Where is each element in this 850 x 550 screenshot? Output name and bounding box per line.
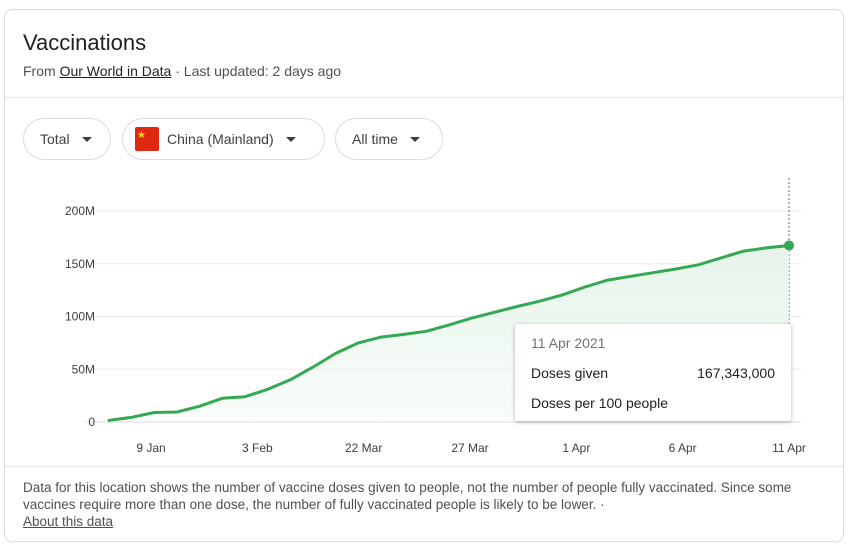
x-tick-label: 1 Apr [562,441,590,455]
card-subtitle: From Our World in Data · Last updated: 2… [23,63,341,79]
footer-separator: · [600,497,605,512]
chevron-down-icon [81,136,92,142]
y-tick-label: 200M [65,204,95,218]
about-data-link[interactable]: About this data [23,514,114,529]
chevron-down-icon [409,136,420,142]
y-tick-label: 100M [65,310,95,324]
x-tick-label: 6 Apr [669,441,697,455]
x-tick-label: 9 Jan [136,441,165,455]
header-divider [5,97,843,98]
chevron-down-icon [285,136,296,142]
metric-dropdown[interactable]: Total [23,118,111,160]
tooltip-doses-value: 167,343,000 [697,365,775,381]
location-dropdown-label: China (Mainland) [167,131,274,147]
vaccinations-card: Vaccinations From Our World in Data · La… [4,9,844,542]
y-tick-label: 0 [88,415,95,429]
footer-note-text: Data for this location shows the number … [23,480,792,512]
x-tick-label: 27 Mar [451,441,488,455]
y-tick-label: 50M [72,362,95,376]
last-point-marker[interactable] [784,240,794,251]
card-title: Vaccinations [23,30,147,55]
footer-divider [5,466,843,467]
footer-note: Data for this location shows the number … [23,479,833,530]
series-line [107,244,791,422]
tooltip-date: 11 Apr 2021 [531,335,606,351]
tooltip-doses-label: Doses given [531,365,609,381]
source-link[interactable]: Our World in Data [59,63,172,79]
range-dropdown-label: All time [352,131,398,147]
y-tick-label: 150M [65,257,95,271]
x-tick-label: 22 Mar [345,441,382,455]
metric-dropdown-label: Total [40,131,70,147]
chart-tooltip: 11 Apr 2021 Doses given 167,343,000 Dose… [515,324,791,421]
x-tick-label: 11 Apr [772,441,806,455]
china-flag-icon: ★ [135,127,159,151]
tooltip-per100-label: Doses per 100 people [531,395,668,411]
vaccinations-chart[interactable]: 0 50M 100M 150M 200M 9 Jan 3 Feb 22 Mar 27 Mar 1… [5,170,843,466]
location-dropdown[interactable]: ★ China (Mainland) [122,118,325,160]
x-tick-label: 3 Feb [242,441,273,455]
last-updated: · Last updated: 2 days ago [175,63,342,79]
range-dropdown[interactable]: All time [335,118,443,160]
from-prefix: From [23,63,56,79]
